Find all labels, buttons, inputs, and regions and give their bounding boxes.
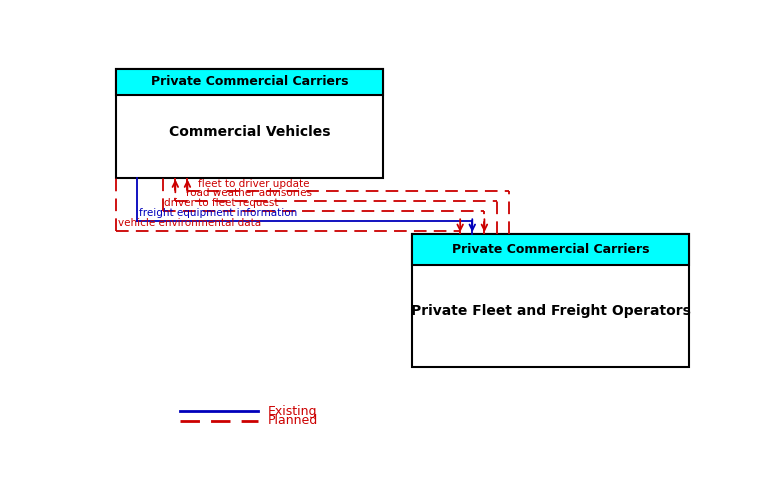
Text: Private Fleet and Freight Operators: Private Fleet and Freight Operators — [411, 304, 691, 318]
Bar — [116, 69, 382, 95]
Text: Planned: Planned — [267, 414, 317, 427]
Text: Existing: Existing — [267, 405, 317, 418]
Bar — [411, 233, 689, 367]
Text: road weather advisories: road weather advisories — [185, 188, 312, 198]
Text: Private Commercial Carriers: Private Commercial Carriers — [452, 243, 649, 256]
Bar — [116, 69, 382, 178]
Text: vehicle environmental data: vehicle environmental data — [118, 218, 261, 228]
Text: Private Commercial Carriers: Private Commercial Carriers — [150, 75, 348, 88]
Text: driver to fleet request: driver to fleet request — [164, 198, 279, 208]
Bar — [411, 234, 689, 265]
Text: freight equipment information: freight equipment information — [139, 208, 297, 218]
Text: Commercial Vehicles: Commercial Vehicles — [168, 125, 330, 139]
Text: fleet to driver update: fleet to driver update — [198, 178, 309, 188]
